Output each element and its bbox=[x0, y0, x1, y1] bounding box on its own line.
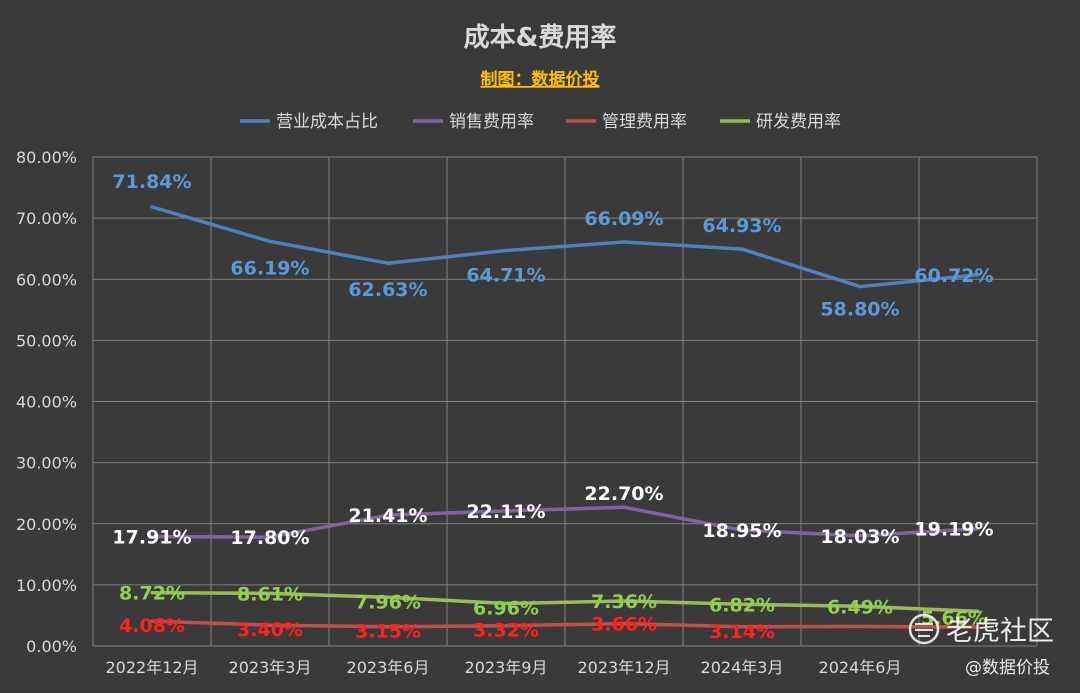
x-tick-label: 2022年12月 bbox=[105, 658, 198, 677]
data-label: 3.40% bbox=[237, 619, 303, 641]
series-line-0 bbox=[150, 205, 980, 289]
data-label: 58.80% bbox=[820, 299, 899, 321]
y-tick-label: 20.00% bbox=[16, 515, 77, 534]
data-label: 62.63% bbox=[348, 279, 427, 301]
y-tick-label: 40.00% bbox=[16, 393, 77, 412]
data-label: 17.91% bbox=[112, 527, 191, 549]
y-tick-label: 80.00% bbox=[16, 148, 77, 167]
data-label: 18.95% bbox=[702, 520, 781, 542]
chart-subtitle: 制图：数据价投 bbox=[481, 69, 600, 90]
x-tick-label: 2024年6月 bbox=[819, 658, 902, 677]
legend-label: 研发费用率 bbox=[756, 112, 841, 132]
data-label: 7.96% bbox=[355, 591, 421, 613]
y-tick-label: 50.00% bbox=[16, 331, 77, 350]
data-label: 8.61% bbox=[237, 583, 303, 605]
data-label: 7.36% bbox=[591, 591, 657, 613]
data-label: 3.14% bbox=[709, 621, 775, 643]
data-label: 6.82% bbox=[709, 594, 775, 616]
data-label: 4.08% bbox=[119, 615, 185, 637]
data-label: 66.19% bbox=[230, 257, 309, 279]
watermark-community: 老虎社区 bbox=[946, 616, 1054, 647]
legend-label: 销售费用率 bbox=[449, 112, 534, 132]
grid bbox=[92, 156, 1038, 647]
tiger-logo-icon bbox=[908, 613, 940, 645]
data-label: 64.71% bbox=[466, 264, 545, 286]
legend: 营业成本占比 销售费用率 管理费用率 研发费用率 bbox=[240, 112, 841, 132]
data-label: 8.72% bbox=[119, 583, 185, 605]
series-line-1 bbox=[150, 505, 980, 539]
x-tick-label: 2023年9月 bbox=[465, 658, 548, 677]
watermark: 老虎社区 @数据价投 bbox=[908, 613, 1054, 678]
chart-title: 成本&费用率 bbox=[464, 22, 617, 53]
y-axis: 0.00% 10.00% 20.00% 30.00% 40.00% 50.00% 60.00… bbox=[16, 148, 77, 656]
data-label: 18.03% bbox=[820, 526, 899, 548]
y-tick-label: 30.00% bbox=[16, 454, 77, 473]
y-tick-label: 60.00% bbox=[16, 270, 77, 289]
x-tick-label: 2023年6月 bbox=[347, 658, 430, 677]
y-tick-label: 10.00% bbox=[16, 576, 77, 595]
series-layer bbox=[150, 205, 980, 629]
series-line-2 bbox=[150, 619, 980, 629]
data-label: 22.11% bbox=[466, 501, 545, 523]
data-label: 6.49% bbox=[827, 596, 893, 618]
data-label: 3.15% bbox=[355, 621, 421, 643]
data-label: 3.66% bbox=[591, 614, 657, 636]
tiger-logo-stripes bbox=[915, 623, 933, 637]
data-label: 71.84% bbox=[112, 171, 191, 193]
data-label: 6.96% bbox=[473, 597, 539, 619]
y-tick-label: 70.00% bbox=[16, 209, 77, 228]
data-label: 17.80% bbox=[230, 527, 309, 549]
data-label: 60.72% bbox=[914, 265, 993, 287]
x-tick-label: 2023年12月 bbox=[577, 658, 670, 677]
watermark-author: @数据价投 bbox=[965, 658, 1050, 678]
legend-label: 管理费用率 bbox=[602, 112, 687, 132]
data-label: 64.93% bbox=[702, 215, 781, 237]
data-label: 22.70% bbox=[584, 483, 663, 505]
y-tick-label: 0.00% bbox=[26, 637, 77, 656]
data-label: 3.32% bbox=[473, 620, 539, 642]
data-label: 66.09% bbox=[584, 208, 663, 230]
data-label: 21.41% bbox=[348, 505, 427, 527]
series-line-3 bbox=[150, 590, 980, 614]
x-axis: 2022年12月 2023年3月 2023年6月 2023年9月 2023年12月 202… bbox=[105, 658, 901, 677]
legend-label: 营业成本占比 bbox=[276, 112, 378, 132]
data-labels: 71.84% 66.19% 62.63% 64.71% 66.09% 64.93% 58.8… bbox=[112, 171, 993, 643]
x-tick-label: 2024年3月 bbox=[701, 658, 784, 677]
x-tick-label: 2023年3月 bbox=[229, 658, 312, 677]
data-label: 19.19% bbox=[914, 519, 993, 541]
